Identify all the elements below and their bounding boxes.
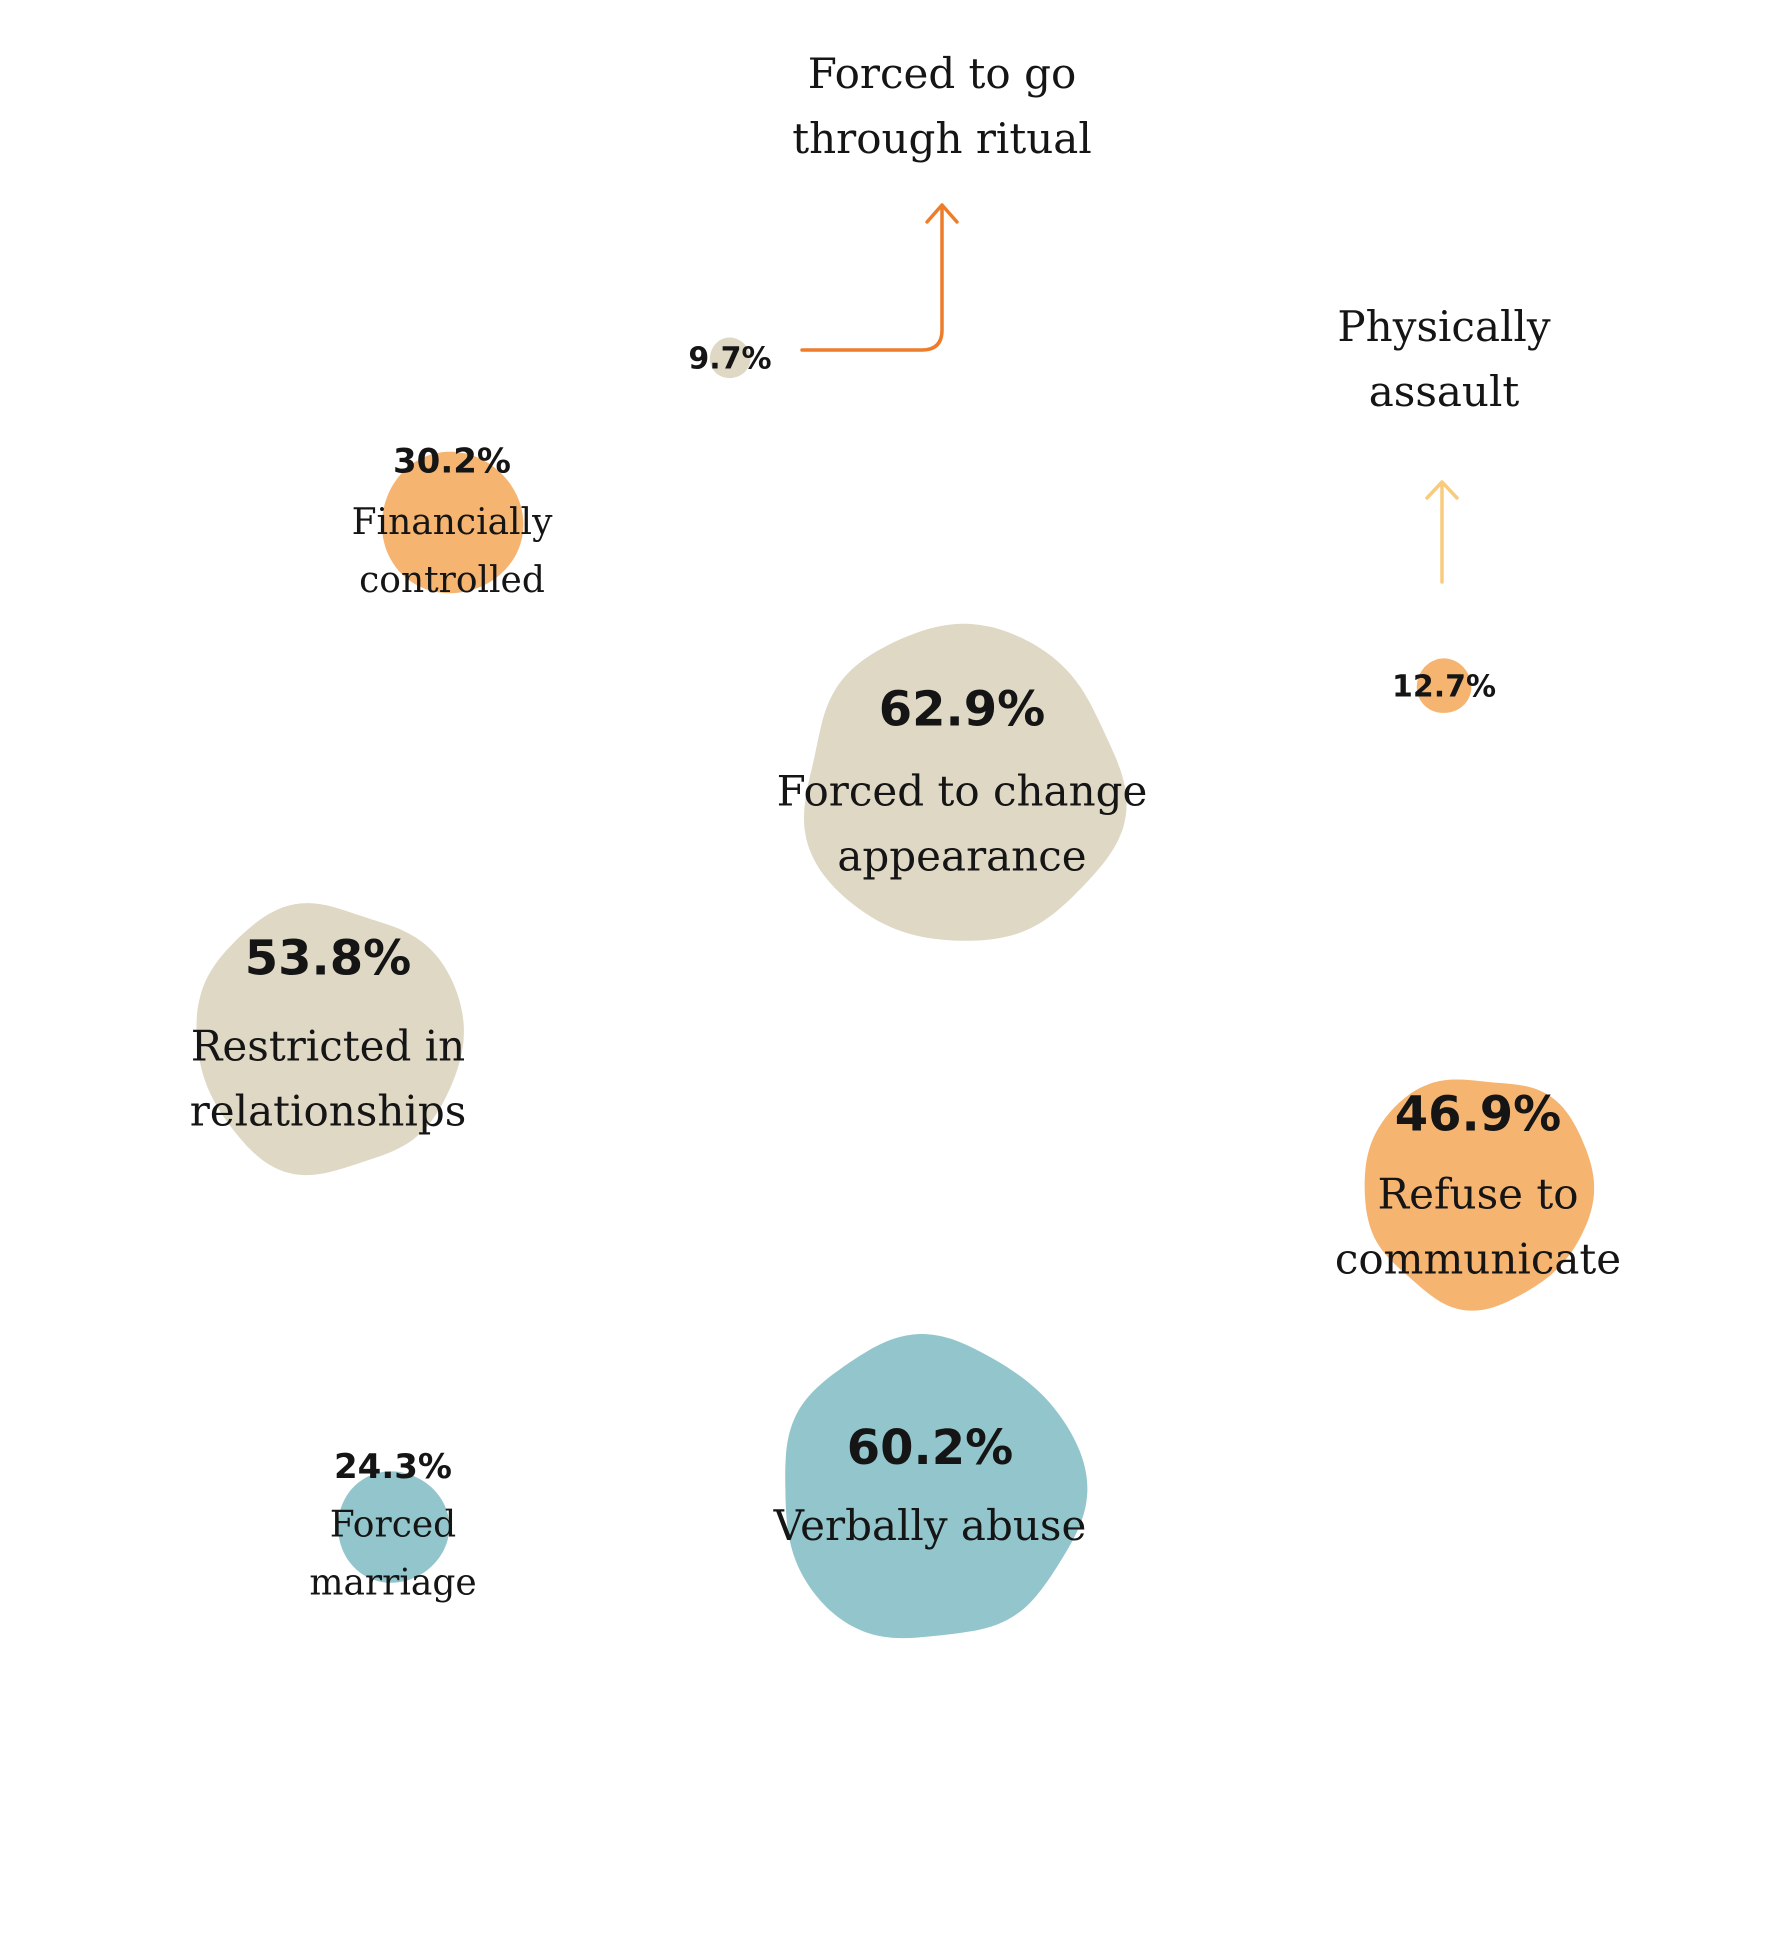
bubble-forced-marriage [338,1471,450,1583]
callout-arrow-forced-to-go-through-ritual [800,203,959,352]
callout-label-forced-to-go-through-ritual: through ritual [792,114,1092,163]
bubble-refuse-to-communicate [1364,1079,1595,1311]
category-label-forced-to-change-appearance: appearance [837,832,1086,881]
category-label-verbally-abuse: Verbally abuse [773,1501,1087,1550]
value-label-forced-to-change-appearance: 62.9% [879,682,1046,738]
callout-arrow-physically-assault [1425,480,1459,584]
category-label-financially-controlled: controlled [359,560,545,601]
category-label-forced-to-change-appearance: Forced to change [777,767,1148,816]
bubble-restricted-in-relationships [196,903,464,1176]
value-label-refuse-to-communicate: 46.9% [1395,1087,1562,1143]
bubble-forced-to-go-through-ritual [709,337,751,379]
category-label-forced-marriage: Forced [330,1505,456,1546]
category-label-forced-marriage: marriage [309,1563,476,1604]
callout-label-physically-assault: assault [1369,367,1520,416]
callout-label-physically-assault: Physically [1337,302,1550,351]
bubble-verbally-abuse [785,1334,1088,1639]
value-label-financially-controlled: 30.2% [393,442,511,482]
category-label-restricted-in-relationships: relationships [190,1087,467,1136]
value-label-forced-to-go-through-ritual: 9.7% [688,342,771,377]
value-label-restricted-in-relationships: 53.8% [245,931,412,987]
bubble-financially-controlled [381,451,524,594]
callout-label-forced-to-go-through-ritual: Forced to go [808,49,1077,98]
category-label-refuse-to-communicate: communicate [1335,1235,1621,1284]
category-label-refuse-to-communicate: Refuse to [1378,1170,1579,1219]
value-label-verbally-abuse: 60.2% [847,1420,1014,1476]
category-label-financially-controlled: Financially [352,502,553,543]
bubble-physically-assault [1416,658,1472,713]
value-label-physically-assault: 12.7% [1392,670,1496,705]
bubble-forced-to-change-appearance [804,623,1127,941]
value-label-forced-marriage: 24.3% [334,1447,452,1487]
category-label-restricted-in-relationships: Restricted in [191,1022,465,1071]
